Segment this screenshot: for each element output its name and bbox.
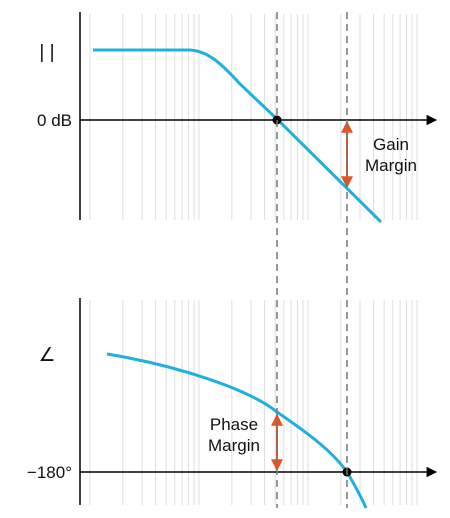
magnitude-grid <box>90 14 417 220</box>
gain-margin-label-line2: Margin <box>365 156 417 175</box>
gain-margin-label-line1: Gain <box>373 135 409 154</box>
magnitude-ylabel: | | <box>39 42 54 63</box>
zero-db-label: 0 dB <box>37 111 72 130</box>
minus180-label: −180° <box>27 463 72 482</box>
phase-plot: ∠ −180° Phase Margin <box>27 298 436 508</box>
magnitude-curve <box>93 50 381 222</box>
phase-margin-label-line1: Phase <box>210 415 258 434</box>
phase-ylabel: ∠ <box>38 345 55 366</box>
phase-grid <box>90 300 417 505</box>
phase-margin-label-line2: Margin <box>208 436 260 455</box>
magnitude-plot: | | 0 dB Gain Margin <box>37 12 436 222</box>
